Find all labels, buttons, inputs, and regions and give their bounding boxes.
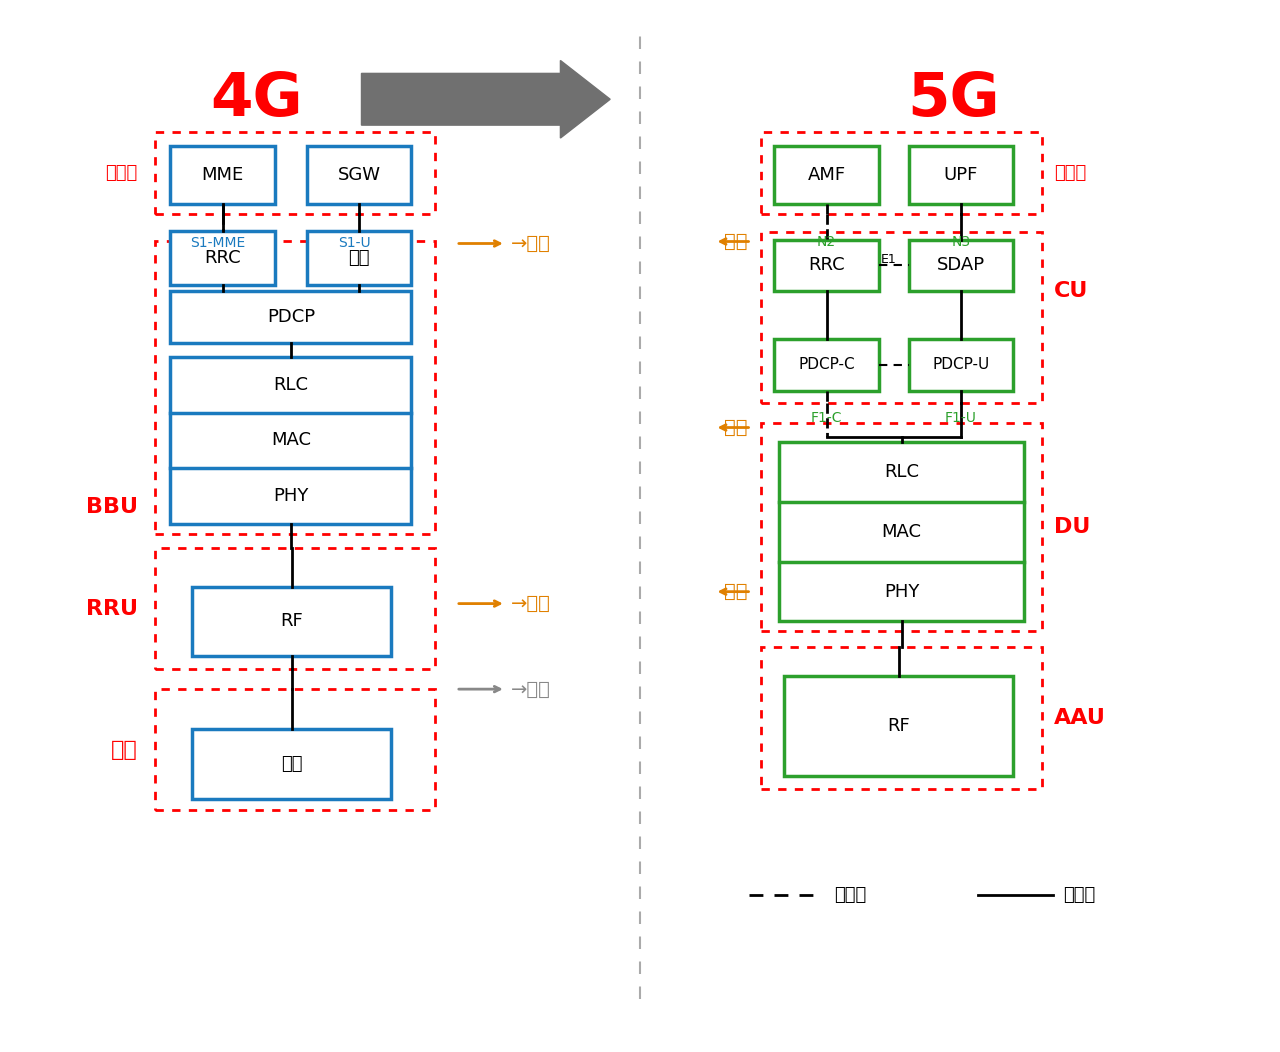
Text: AAU: AAU <box>1053 708 1106 728</box>
Text: CU: CU <box>1053 282 1088 302</box>
Text: AMF: AMF <box>808 166 846 184</box>
Text: S1-U: S1-U <box>338 237 370 250</box>
Text: S1-MME: S1-MME <box>191 237 246 250</box>
Bar <box>780 443 1024 622</box>
Text: N2: N2 <box>817 235 836 248</box>
Text: PDCP-C: PDCP-C <box>799 358 855 372</box>
Bar <box>155 133 435 214</box>
Text: 控制面: 控制面 <box>835 886 867 904</box>
Text: →馈线: →馈线 <box>511 680 550 699</box>
Text: PDCP-U: PDCP-U <box>932 358 989 372</box>
Text: MAC: MAC <box>271 431 311 449</box>
Text: RLC: RLC <box>884 463 919 481</box>
Bar <box>155 548 435 669</box>
Text: F1-C: F1-C <box>810 410 842 425</box>
Text: UPF: UPF <box>943 166 978 184</box>
Bar <box>909 339 1012 390</box>
Bar <box>762 231 1042 403</box>
Text: 数据: 数据 <box>348 249 370 267</box>
Bar <box>762 647 1042 789</box>
Bar <box>192 729 392 798</box>
Text: 天线: 天线 <box>282 754 302 773</box>
Bar <box>155 241 435 534</box>
Bar <box>307 230 411 285</box>
Text: E1: E1 <box>881 252 896 266</box>
Text: 中传: 中传 <box>724 418 748 437</box>
Text: 天线: 天线 <box>111 740 138 760</box>
Text: →回传: →回传 <box>511 234 550 252</box>
Bar <box>762 423 1042 631</box>
Bar <box>785 676 1012 775</box>
Text: DU: DU <box>1053 517 1091 537</box>
Text: 核心网: 核心网 <box>1053 164 1085 182</box>
Text: 5G: 5G <box>908 69 1000 128</box>
Bar <box>774 240 879 291</box>
Text: F1-U: F1-U <box>945 410 977 425</box>
Text: RRC: RRC <box>808 257 845 275</box>
Bar <box>909 146 1012 204</box>
Bar <box>170 291 411 343</box>
Text: 4G: 4G <box>211 69 303 128</box>
Text: MAC: MAC <box>882 523 922 541</box>
Text: RLC: RLC <box>274 376 308 393</box>
FancyArrow shape <box>361 60 611 138</box>
Text: PHY: PHY <box>884 583 919 601</box>
Text: RRC: RRC <box>205 249 241 267</box>
Text: SGW: SGW <box>338 166 380 184</box>
Bar <box>192 587 392 656</box>
Bar <box>170 146 275 204</box>
Text: 回传: 回传 <box>724 232 748 251</box>
Text: RRU: RRU <box>86 599 138 619</box>
Bar <box>170 357 411 524</box>
Bar <box>774 146 879 204</box>
Bar <box>170 230 275 285</box>
Text: MME: MME <box>201 166 244 184</box>
Text: RF: RF <box>887 717 910 735</box>
Text: N3: N3 <box>951 235 970 248</box>
Bar <box>774 339 879 390</box>
Bar <box>762 133 1042 214</box>
Bar <box>307 146 411 204</box>
Text: PHY: PHY <box>273 487 308 505</box>
Text: →前传: →前传 <box>511 594 550 613</box>
Text: BBU: BBU <box>86 498 138 518</box>
Bar <box>909 240 1012 291</box>
Bar <box>155 689 435 810</box>
Text: 核心网: 核心网 <box>105 164 138 182</box>
Text: RF: RF <box>280 612 303 630</box>
Text: SDAP: SDAP <box>937 257 984 275</box>
Text: 前传: 前传 <box>724 582 748 601</box>
Text: 用户面: 用户面 <box>1062 886 1094 904</box>
Text: PDCP: PDCP <box>266 308 315 326</box>
